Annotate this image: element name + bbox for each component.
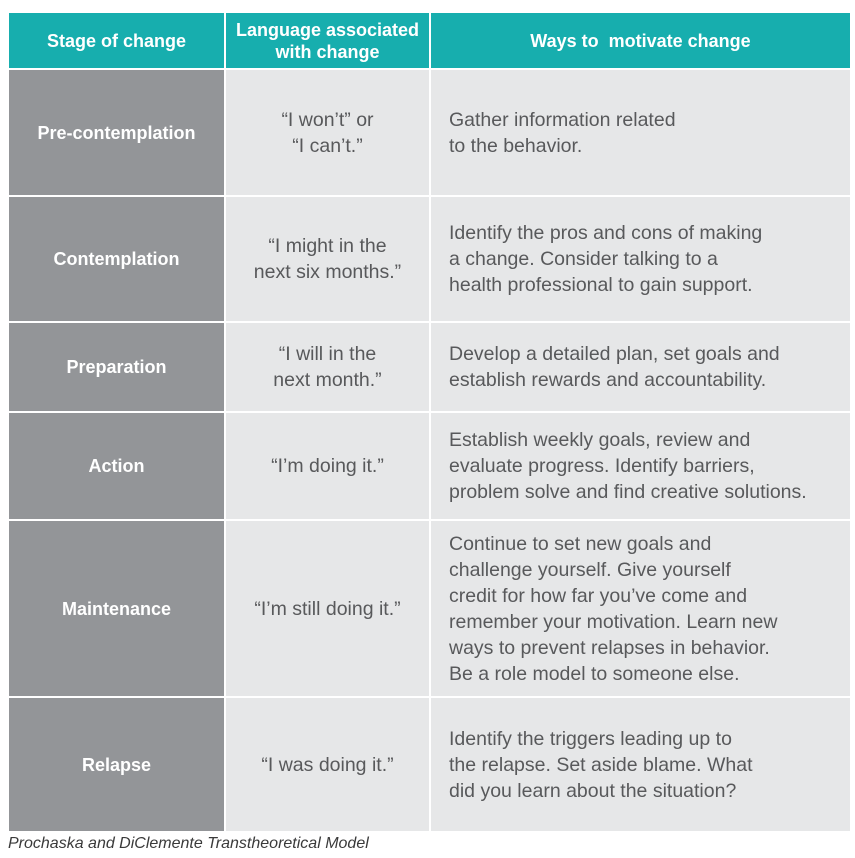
table-row: Action “I’m doing it.” Establish weekly … (9, 413, 850, 519)
ways-line: Be a role model to someone else. (449, 662, 740, 685)
ways-line: challenge yourself. Give yourself (449, 558, 731, 581)
table-row: Contemplation “I might in the next six m… (9, 197, 850, 321)
language-line: “I’m still doing it.” (254, 597, 401, 620)
ways-line: health professional to gain support. (449, 274, 753, 296)
ways-cell: Develop a detailed plan, set goals and e… (431, 323, 850, 411)
ways-line: to the behavior. (449, 134, 583, 157)
header-ways-label: Ways to motivate change (530, 30, 751, 51)
stage-cell: Relapse (9, 698, 224, 831)
table-row: Maintenance “I’m still doing it.” Contin… (9, 521, 850, 696)
language-line: “I won’t” or (281, 108, 374, 131)
ways-line: the relapse. Set aside blame. What (449, 753, 753, 776)
ways-line: Continue to set new goals and (449, 532, 712, 555)
language-line: “I might in the (268, 235, 387, 257)
header-stage: Stage of change (9, 13, 224, 68)
language-line: “I will in the (278, 343, 377, 365)
ways-line: remember your motivation. Learn new (449, 610, 778, 633)
ways-line: Identify the triggers leading up to (449, 727, 732, 750)
stage-cell: Preparation (9, 323, 224, 411)
header-language-line: Language associated (235, 19, 420, 40)
ways-line: problem solve and find creative solution… (449, 481, 807, 503)
language-line: next six months.” (253, 261, 402, 283)
language-cell: “I might in the next six months.” (226, 197, 429, 321)
header-stage-label: Stage of change (46, 30, 187, 51)
stage-label: Pre-contemplation (37, 122, 196, 143)
table-row: Relapse “I was doing it.” Identify the t… (9, 698, 850, 831)
language-line: “I was doing it.” (261, 753, 394, 776)
stage-cell: Pre-contemplation (9, 70, 224, 195)
stage-label: Preparation (66, 357, 167, 377)
stage-label: Action (88, 456, 145, 476)
ways-line: Establish weekly goals, review and (449, 429, 751, 451)
stage-label: Relapse (81, 754, 152, 775)
header-ways: Ways to motivate change (431, 13, 850, 68)
stage-cell: Contemplation (9, 197, 224, 321)
language-cell: “I’m still doing it.” (226, 521, 429, 696)
stage-cell: Maintenance (9, 521, 224, 696)
language-cell: “I’m doing it.” (226, 413, 429, 519)
ways-line: credit for how far you’ve come and (449, 584, 748, 607)
language-line: “I can’t.” (292, 134, 363, 157)
ways-line: Develop a detailed plan, set goals and (449, 343, 780, 365)
ways-cell: Establish weekly goals, review and evalu… (431, 413, 850, 519)
stage-label: Maintenance (61, 598, 172, 619)
language-line: “I’m doing it.” (271, 455, 384, 477)
source-caption: Prochaska and DiClemente Transtheoretica… (8, 835, 369, 852)
language-cell: “I will in the next month.” (226, 323, 429, 411)
ways-line: ways to prevent relapses in behavior. (449, 636, 770, 659)
header-row: Stage of change Language associated with… (9, 13, 850, 68)
table-row: Pre-contemplation “I won’t” or “I can’t.… (9, 70, 850, 195)
ways-line: Identify the pros and cons of making (449, 222, 763, 244)
ways-line: evaluate progress. Identify barriers, (449, 455, 755, 477)
stage-cell: Action (9, 413, 224, 519)
stage-label: Contemplation (53, 249, 180, 269)
table-row: Preparation “I will in the next month.” … (9, 323, 850, 411)
stages-of-change-table: Stage of change Language associated with… (7, 11, 852, 833)
ways-line: did you learn about the situation? (449, 779, 737, 802)
ways-cell: Identify the triggers leading up to the … (431, 698, 850, 831)
header-language: Language associated with change (226, 13, 429, 68)
ways-line: a change. Consider talking to a (449, 248, 718, 270)
ways-cell: Identify the pros and cons of making a c… (431, 197, 850, 321)
ways-line: Gather information related (449, 108, 676, 131)
ways-cell: Gather information related to the behavi… (431, 70, 850, 195)
language-cell: “I won’t” or “I can’t.” (226, 70, 429, 195)
ways-cell: Continue to set new goals and challenge … (431, 521, 850, 696)
ways-line: establish rewards and accountability. (449, 369, 767, 391)
language-cell: “I was doing it.” (226, 698, 429, 831)
header-language-line: with change (275, 41, 380, 62)
language-line: next month.” (273, 369, 382, 391)
